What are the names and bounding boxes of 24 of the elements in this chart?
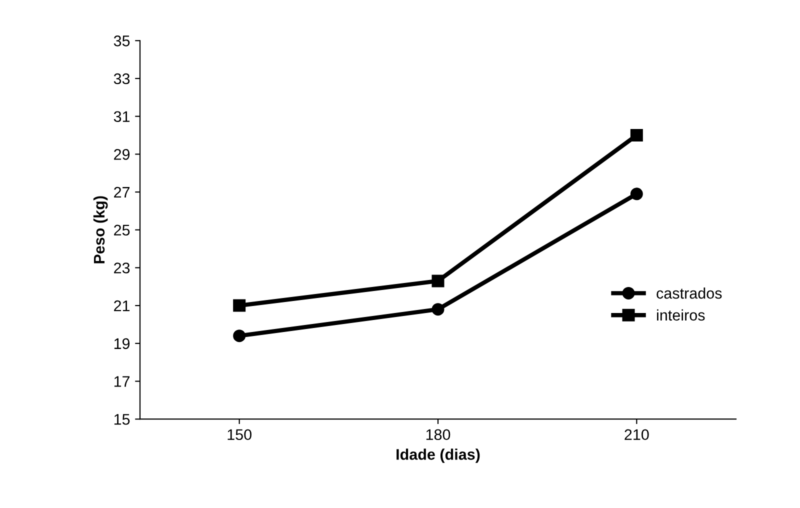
y-tick-label: 31 xyxy=(114,111,130,122)
point xyxy=(233,330,246,342)
y-tick-label: 33 xyxy=(114,73,130,84)
x-tick-label: 150 xyxy=(228,429,252,440)
x-tick-label: 180 xyxy=(426,429,450,440)
legend-label: castrados xyxy=(656,288,722,299)
y-tick-label: 17 xyxy=(114,376,130,387)
y-tick-label: 15 xyxy=(114,414,130,425)
y-tick-label: 19 xyxy=(114,338,130,350)
point xyxy=(233,299,246,312)
x-tick-label: 210 xyxy=(624,429,649,440)
y-tick-label: 23 xyxy=(114,262,130,274)
point xyxy=(432,274,444,288)
y-tick-label: 25 xyxy=(114,224,130,236)
x-axis-title: Idade (dias) xyxy=(396,448,480,463)
legend-label: inteiros xyxy=(657,309,705,321)
point xyxy=(630,188,643,200)
y-tick-label: 27 xyxy=(114,186,130,198)
y-tick-label: 35 xyxy=(114,36,130,46)
point xyxy=(630,129,643,142)
point xyxy=(432,303,444,316)
y-axis-title: Peso (kg) xyxy=(93,196,108,264)
y-tick-label: 29 xyxy=(114,149,130,160)
y-tick-label: 21 xyxy=(114,300,130,312)
